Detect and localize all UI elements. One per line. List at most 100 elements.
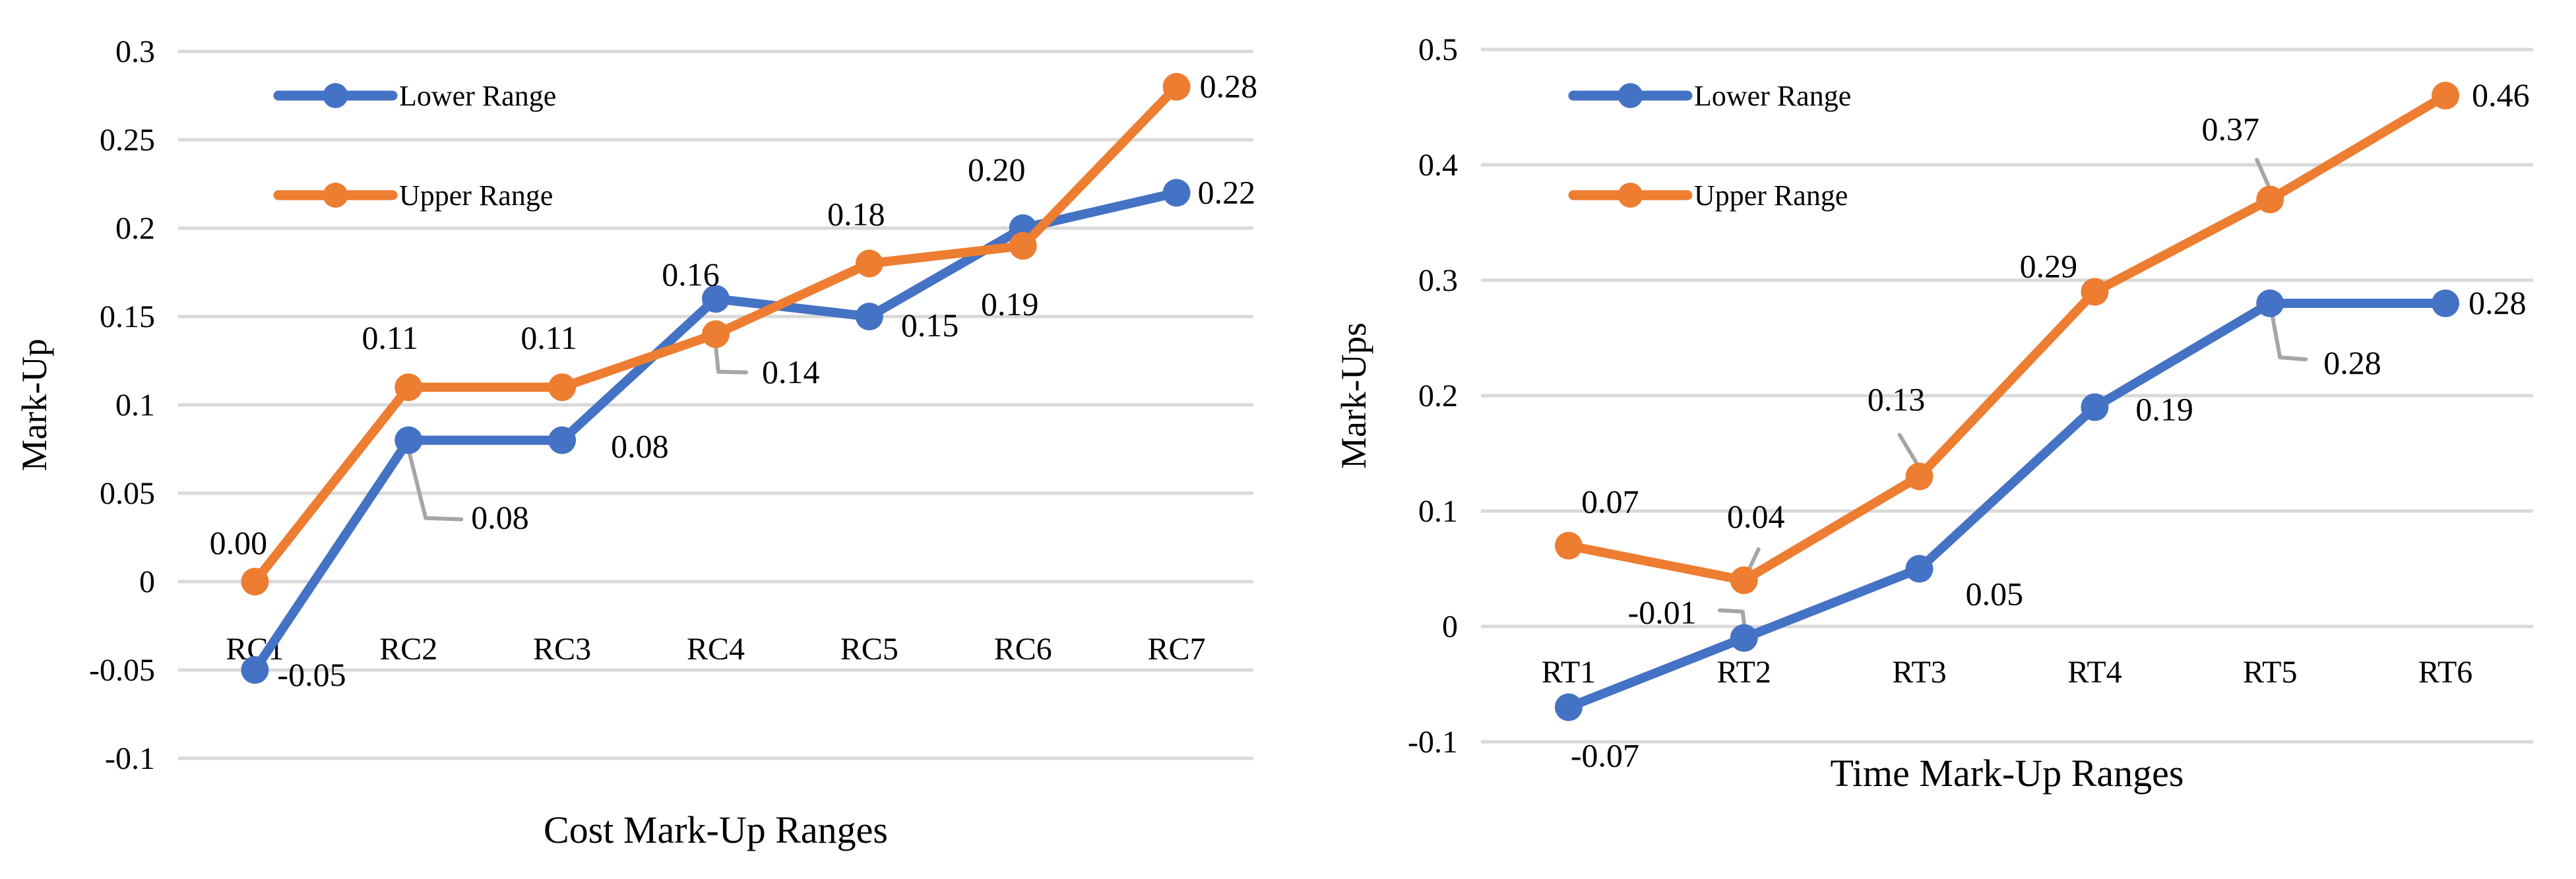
upper-range-point-RC1 [241, 568, 269, 595]
lower-range-point-RC7 [1162, 179, 1191, 207]
x-category-label: RT4 [2067, 655, 2121, 690]
data-label: 0.20 [968, 151, 1026, 188]
time-markup-chart: 0.5 0.4 0.3 0.2 0.1 0 -0.1 Mark-Ups RT1 RT2 RT3 RT4… [1334, 32, 2533, 795]
legend-marker-icon [1618, 183, 1643, 208]
x-category-label: RC3 [533, 632, 591, 667]
lower-range-point-RC4 [702, 285, 730, 313]
data-label: 0.28 [1200, 68, 1258, 105]
y-tick-label: 0.05 [100, 476, 155, 511]
data-label: 0.08 [471, 499, 529, 536]
lower-range-point-RT3 [1905, 555, 1933, 583]
lower-range-point-RC3 [548, 426, 577, 454]
upper-range-point-RC6 [1009, 231, 1037, 260]
lower-range-point-RT2 [1730, 624, 1758, 652]
data-label: -0.07 [1571, 737, 1639, 774]
legend-label: Lower Range [399, 80, 556, 112]
y-tick-label: 0.5 [1418, 32, 1458, 67]
label-leader-line [408, 452, 464, 522]
x-category-label: RT1 [1542, 655, 1596, 690]
y-tick-label: -0.05 [89, 653, 155, 688]
x-category-label: RC2 [379, 632, 437, 667]
data-label: 0.15 [901, 307, 959, 344]
y-tick-label: -0.1 [105, 741, 155, 776]
legend-label: Upper Range [1694, 179, 1848, 212]
upper-range-point-RT6 [2432, 82, 2460, 109]
upper-range-point-RT1 [1554, 531, 1583, 560]
lower-range-point-RT6 [2432, 289, 2460, 317]
upper-range-point-RT2 [1730, 566, 1758, 594]
data-label: 0.04 [1727, 498, 1785, 535]
x-category-label: RC4 [687, 632, 745, 667]
data-label: 0.13 [1868, 381, 1926, 418]
upper-range-point-RT5 [2256, 185, 2284, 214]
data-label: -0.05 [277, 656, 346, 693]
y-tick-label: 0.3 [1418, 263, 1458, 298]
data-label: 0.14 [762, 353, 820, 390]
x-axis-title: Time Mark-Up Ranges [1831, 752, 2184, 795]
upper-range-point-RT4 [2081, 278, 2109, 306]
x-category-label: RC7 [1148, 632, 1206, 667]
y-tick-label: 0.15 [100, 299, 155, 334]
y-tick-label: 0.25 [100, 123, 155, 158]
upper-range-point-RC4 [702, 320, 730, 348]
legend-marker-icon [323, 183, 348, 208]
x-category-label: RC6 [994, 632, 1052, 667]
data-label: 0.11 [520, 319, 577, 356]
x-axis-title: Cost Mark-Up Ranges [544, 808, 888, 851]
upper-range-point-RT3 [1905, 462, 1933, 491]
data-label: 0.19 [981, 286, 1039, 322]
data-label: 0.05 [1966, 576, 2024, 613]
data-label: 0.19 [2135, 391, 2193, 428]
data-label: 0.28 [2468, 284, 2527, 321]
y-axis-title: Mark-Up [15, 339, 54, 471]
lower-range-point-RT4 [2081, 393, 2109, 421]
x-category-label: RT2 [1717, 655, 1771, 690]
legend-marker-icon [1618, 83, 1643, 108]
lower-range-point-RT1 [1554, 693, 1583, 721]
y-tick-label: 0.1 [1418, 494, 1458, 529]
x-category-label: RT3 [1892, 655, 1946, 690]
label-leader-line [2269, 305, 2308, 361]
y-axis-title: Mark-Ups [1334, 322, 1373, 469]
data-label: 0.07 [1581, 483, 1639, 520]
data-label: -0.01 [1628, 594, 1697, 631]
legend-marker-icon [323, 83, 348, 108]
lower-range-point-RT5 [2256, 289, 2284, 317]
label-leader-line [1897, 433, 1919, 466]
cost-markup-chart-container: 0.3 0.25 0.2 0.15 0.1 0.05 0 -0.05 -0.1 Mark-Up RC… [0, 0, 1286, 876]
y-tick-label: 0.2 [1418, 379, 1458, 413]
lower-range-point-RC2 [394, 426, 423, 454]
data-label: 0.46 [2472, 76, 2530, 113]
data-label: 0.11 [361, 319, 418, 356]
y-tick-label: 0.4 [1418, 148, 1458, 183]
data-label: 0.08 [611, 428, 669, 465]
upper-range-line [1563, 91, 2451, 585]
data-label: 0.29 [2020, 248, 2078, 285]
y-tick-label: 0.3 [115, 34, 155, 69]
data-label: 0.00 [210, 524, 268, 561]
data-label: 0.28 [2323, 344, 2381, 381]
upper-range-point-RC7 [1162, 73, 1191, 101]
data-label: 0.18 [827, 196, 885, 233]
y-tick-label: 0.2 [115, 211, 155, 246]
lower-range-line [1563, 299, 2451, 712]
y-tick-label: 0.1 [115, 388, 155, 423]
data-label: 0.37 [2202, 111, 2260, 148]
data-label: 0.22 [1198, 173, 1256, 210]
lower-range-point-RC5 [855, 303, 883, 330]
x-category-label: RT6 [2418, 655, 2472, 690]
y-tick-label: 0 [139, 564, 155, 599]
cost-markup-chart: 0.3 0.25 0.2 0.15 0.1 0.05 0 -0.05 -0.1 Mark-Up RC… [15, 34, 1258, 851]
upper-range-point-RC2 [394, 373, 423, 402]
lower-range-point-RC1 [241, 656, 269, 684]
x-category-label: RC5 [840, 632, 898, 667]
legend-label: Lower Range [1694, 80, 1851, 112]
label-leader-line [713, 337, 748, 375]
label-leader-line [2255, 158, 2271, 187]
legend-label: Upper Range [399, 179, 553, 212]
upper-range-point-RC3 [548, 373, 577, 402]
y-tick-label: -0.1 [1408, 725, 1458, 760]
data-label: 0.16 [662, 256, 720, 293]
time-markup-chart-container: 0.5 0.4 0.3 0.2 0.1 0 -0.1 Mark-Ups RT1 RT2 RT3 RT4… [1286, 0, 2576, 876]
